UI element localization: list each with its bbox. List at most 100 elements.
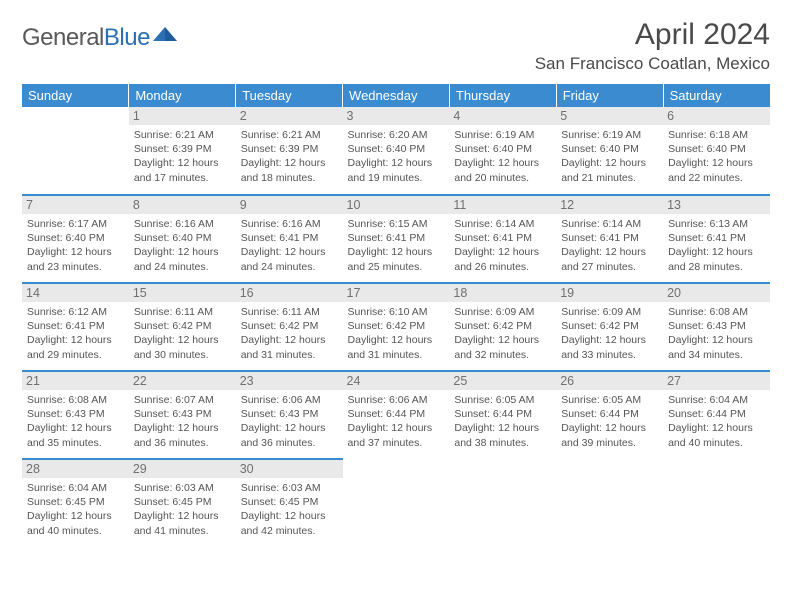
sunset-line: Sunset: 6:44 PM xyxy=(348,407,445,421)
day-cell: 19Sunrise: 6:09 AMSunset: 6:42 PMDayligh… xyxy=(556,283,663,371)
sunset-line: Sunset: 6:41 PM xyxy=(241,231,338,245)
weekday-header: Sunday xyxy=(22,84,129,107)
day-cell: 23Sunrise: 6:06 AMSunset: 6:43 PMDayligh… xyxy=(236,371,343,459)
week-row: 28 Sunrise: 6:04 AMSunset: 6:45 PMDayligh… xyxy=(22,459,770,547)
sunrise-line: Sunrise: 6:09 AM xyxy=(561,305,658,319)
day-number: 4 xyxy=(449,107,556,125)
day-info: Sunrise: 6:04 AMSunset: 6:44 PMDaylight:… xyxy=(668,393,765,450)
day-number: 15 xyxy=(129,284,236,302)
daylight-line: Daylight: 12 hours and 21 minutes. xyxy=(561,156,658,184)
sunrise-line: Sunrise: 6:21 AM xyxy=(134,128,231,142)
sunset-line: Sunset: 6:44 PM xyxy=(561,407,658,421)
week-row: 7Sunrise: 6:17 AMSunset: 6:40 PMDaylight… xyxy=(22,195,770,283)
day-cell: 28 Sunrise: 6:04 AMSunset: 6:45 PMDayligh… xyxy=(22,459,129,547)
day-number: 1 xyxy=(129,107,236,125)
day-cell: 6Sunrise: 6:18 AMSunset: 6:40 PMDaylight… xyxy=(663,107,770,195)
day-info: Sunrise: 6:15 AMSunset: 6:41 PMDaylight:… xyxy=(348,217,445,274)
sunrise-line: Sunrise: 6:16 AM xyxy=(134,217,231,231)
day-cell: 29Sunrise: 6:03 AMSunset: 6:45 PMDayligh… xyxy=(129,459,236,547)
daylight-line: Daylight: 12 hours and 31 minutes. xyxy=(348,333,445,361)
sunrise-line: Sunrise: 6:03 AM xyxy=(241,481,338,495)
sunset-line: Sunset: 6:43 PM xyxy=(27,407,124,421)
sunrise-line: Sunrise: 6:12 AM xyxy=(27,305,124,319)
day-cell xyxy=(343,459,450,547)
sunset-line: Sunset: 6:42 PM xyxy=(348,319,445,333)
daylight-line: Daylight: 12 hours and 17 minutes. xyxy=(134,156,231,184)
title-block: April 2024 San Francisco Coatlan, Mexico xyxy=(535,18,770,74)
day-number: 9 xyxy=(236,196,343,214)
page-title: April 2024 xyxy=(535,18,770,52)
day-cell: 7Sunrise: 6:17 AMSunset: 6:40 PMDaylight… xyxy=(22,195,129,283)
sunset-line: Sunset: 6:42 PM xyxy=(454,319,551,333)
day-number: 24 xyxy=(343,372,450,390)
day-cell: 15Sunrise: 6:11 AMSunset: 6:42 PMDayligh… xyxy=(129,283,236,371)
sunrise-line: Sunrise: 6:06 AM xyxy=(348,393,445,407)
day-cell: 12Sunrise: 6:14 AMSunset: 6:41 PMDayligh… xyxy=(556,195,663,283)
sunrise-line: Sunrise: 6:20 AM xyxy=(348,128,445,142)
sunset-line: Sunset: 6:40 PM xyxy=(27,231,124,245)
daylight-line: Daylight: 12 hours and 24 minutes. xyxy=(241,245,338,273)
daylight-line: Daylight: 12 hours and 39 minutes. xyxy=(561,421,658,449)
day-number: 30 xyxy=(236,460,343,478)
day-number: 10 xyxy=(343,196,450,214)
sunset-line: Sunset: 6:45 PM xyxy=(27,495,124,509)
day-cell: 2Sunrise: 6:21 AMSunset: 6:39 PMDaylight… xyxy=(236,107,343,195)
weekday-header: Tuesday xyxy=(236,84,343,107)
daylight-line: Daylight: 12 hours and 22 minutes. xyxy=(668,156,765,184)
day-info: Sunrise: 6:05 AMSunset: 6:44 PMDaylight:… xyxy=(454,393,551,450)
day-info: Sunrise: 6:17 AMSunset: 6:40 PMDaylight:… xyxy=(27,217,124,274)
day-cell: 4Sunrise: 6:19 AMSunset: 6:40 PMDaylight… xyxy=(449,107,556,195)
day-number: 18 xyxy=(449,284,556,302)
day-info: Sunrise: 6:06 AMSunset: 6:43 PMDaylight:… xyxy=(241,393,338,450)
day-info: Sunrise: 6:04 AMSunset: 6:45 PMDaylight:… xyxy=(27,481,124,538)
sunset-line: Sunset: 6:40 PM xyxy=(134,231,231,245)
day-info: Sunrise: 6:21 AMSunset: 6:39 PMDaylight:… xyxy=(241,128,338,185)
day-info: Sunrise: 6:21 AMSunset: 6:39 PMDaylight:… xyxy=(134,128,231,185)
sunset-line: Sunset: 6:43 PM xyxy=(134,407,231,421)
logo-triangle-icon xyxy=(152,24,178,49)
sunrise-line: Sunrise: 6:11 AM xyxy=(241,305,338,319)
daylight-line: Daylight: 12 hours and 41 minutes. xyxy=(134,509,231,537)
day-number: 5 xyxy=(556,107,663,125)
day-number: 11 xyxy=(449,196,556,214)
day-info: Sunrise: 6:12 AMSunset: 6:41 PMDaylight:… xyxy=(27,305,124,362)
sunset-line: Sunset: 6:41 PM xyxy=(668,231,765,245)
day-cell xyxy=(663,459,770,547)
day-info: Sunrise: 6:09 AMSunset: 6:42 PMDaylight:… xyxy=(454,305,551,362)
sunrise-line: Sunrise: 6:13 AM xyxy=(668,217,765,231)
day-cell: 18 Sunrise: 6:09 AMSunset: 6:42 PMDayligh… xyxy=(449,283,556,371)
sunrise-line: Sunrise: 6:19 AM xyxy=(561,128,658,142)
logo-text: GeneralBlue xyxy=(22,24,150,52)
sunset-line: Sunset: 6:43 PM xyxy=(241,407,338,421)
day-number: 13 xyxy=(663,196,770,214)
day-number: 28 xyxy=(22,460,129,478)
day-cell: 24Sunrise: 6:06 AMSunset: 6:44 PMDayligh… xyxy=(343,371,450,459)
day-info: Sunrise: 6:11 AMSunset: 6:42 PMDaylight:… xyxy=(241,305,338,362)
sunset-line: Sunset: 6:40 PM xyxy=(561,142,658,156)
sunrise-line: Sunrise: 6:16 AM xyxy=(241,217,338,231)
day-cell: 25Sunrise: 6:05 AMSunset: 6:44 PMDayligh… xyxy=(449,371,556,459)
day-info: Sunrise: 6:16 AMSunset: 6:40 PMDaylight:… xyxy=(134,217,231,274)
daylight-line: Daylight: 12 hours and 42 minutes. xyxy=(241,509,338,537)
daylight-line: Daylight: 12 hours and 38 minutes. xyxy=(454,421,551,449)
daylight-line: Daylight: 12 hours and 33 minutes. xyxy=(561,333,658,361)
day-info: Sunrise: 6:20 AMSunset: 6:40 PMDaylight:… xyxy=(348,128,445,185)
day-cell: 5 Sunrise: 6:19 AMSunset: 6:40 PMDaylight… xyxy=(556,107,663,195)
day-cell xyxy=(22,107,129,195)
sunrise-line: Sunrise: 6:18 AM xyxy=(668,128,765,142)
week-row: 21Sunrise: 6:08 AMSunset: 6:43 PMDayligh… xyxy=(22,371,770,459)
sunset-line: Sunset: 6:40 PM xyxy=(668,142,765,156)
sunset-line: Sunset: 6:44 PM xyxy=(668,407,765,421)
day-number: 26 xyxy=(556,372,663,390)
day-info: Sunrise: 6:08 AMSunset: 6:43 PMDaylight:… xyxy=(668,305,765,362)
weekday-header: Thursday xyxy=(449,84,556,107)
day-info: Sunrise: 6:09 AMSunset: 6:42 PMDaylight:… xyxy=(561,305,658,362)
day-cell: 9 Sunrise: 6:16 AMSunset: 6:41 PMDaylight… xyxy=(236,195,343,283)
day-cell: 13Sunrise: 6:13 AMSunset: 6:41 PMDayligh… xyxy=(663,195,770,283)
sunset-line: Sunset: 6:41 PM xyxy=(454,231,551,245)
weekday-header: Friday xyxy=(556,84,663,107)
daylight-line: Daylight: 12 hours and 40 minutes. xyxy=(668,421,765,449)
day-info: Sunrise: 6:03 AMSunset: 6:45 PMDaylight:… xyxy=(241,481,338,538)
sunrise-line: Sunrise: 6:05 AM xyxy=(561,393,658,407)
logo: GeneralBlue xyxy=(22,24,178,52)
